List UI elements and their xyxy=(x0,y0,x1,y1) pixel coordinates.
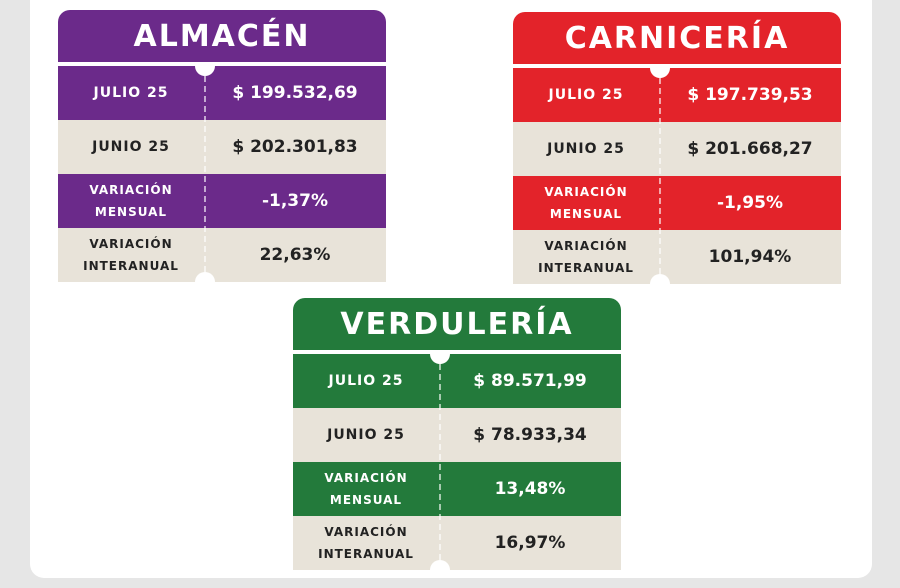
dashed-divider xyxy=(659,68,661,284)
table-row: VARIACIÓN INTERANUAL 22,63% xyxy=(58,228,386,282)
row-value: 13,48% xyxy=(494,479,566,499)
table-row: JULIO 25 $ 89.571,99 xyxy=(293,354,621,408)
row-label: JULIO 25 xyxy=(548,87,624,103)
row-label: VARIACIÓN MENSUAL xyxy=(89,183,173,219)
row-value: $ 202.301,83 xyxy=(232,137,358,157)
row-label: JUNIO 25 xyxy=(92,139,170,155)
row-value: 16,97% xyxy=(494,533,566,553)
ticket-notch xyxy=(650,274,670,284)
row-value: -1,37% xyxy=(261,191,329,211)
table-row: VARIACIÓN MENSUAL -1,95% xyxy=(513,176,841,230)
row-value: -1,95% xyxy=(716,193,784,213)
table-row: JULIO 25 $ 199.532,69 xyxy=(58,66,386,120)
dashed-divider xyxy=(204,66,206,282)
table-row: VARIACIÓN MENSUAL -1,37% xyxy=(58,174,386,228)
row-label: VARIACIÓN MENSUAL xyxy=(544,185,628,221)
price-card-verduleria: VERDULERÍA JULIO 25 $ 89.571,99 JUNIO 25… xyxy=(293,298,621,570)
table-row: JUNIO 25 $ 201.668,27 xyxy=(513,122,841,176)
row-label: VARIACIÓN INTERANUAL xyxy=(538,239,634,275)
ticket-notch xyxy=(430,560,450,570)
row-label: VARIACIÓN INTERANUAL xyxy=(318,525,414,561)
row-value: $ 78.933,34 xyxy=(473,425,587,445)
row-value: $ 197.739,53 xyxy=(687,85,813,105)
row-label: JULIO 25 xyxy=(93,85,169,101)
table-row: JUNIO 25 $ 202.301,83 xyxy=(58,120,386,174)
card-title: VERDULERÍA xyxy=(293,298,621,350)
row-label: JUNIO 25 xyxy=(547,141,625,157)
card-title: ALMACÉN xyxy=(58,10,386,62)
price-card-almacen: ALMACÉN JULIO 25 $ 199.532,69 JUNIO 25 $… xyxy=(58,10,386,282)
card-title: CARNICERÍA xyxy=(513,12,841,64)
dashed-divider xyxy=(439,354,441,570)
ticket-notch xyxy=(195,66,215,76)
ticket-notch xyxy=(650,68,670,78)
table-row: JUNIO 25 $ 78.933,34 xyxy=(293,408,621,462)
ticket-notch xyxy=(195,272,215,282)
row-label: JUNIO 25 xyxy=(327,427,405,443)
ticket-notch xyxy=(430,354,450,364)
row-value: 22,63% xyxy=(259,245,331,265)
row-label: VARIACIÓN INTERANUAL xyxy=(83,237,179,273)
row-label: JULIO 25 xyxy=(328,373,404,389)
price-card-carniceria: CARNICERÍA JULIO 25 $ 197.739,53 JUNIO 2… xyxy=(513,12,841,284)
row-value: $ 199.532,69 xyxy=(232,83,358,103)
row-value: $ 201.668,27 xyxy=(687,139,813,159)
row-label: VARIACIÓN MENSUAL xyxy=(324,471,408,507)
row-value: $ 89.571,99 xyxy=(473,371,587,391)
table-row: VARIACIÓN INTERANUAL 101,94% xyxy=(513,230,841,284)
row-value: 101,94% xyxy=(708,247,792,267)
table-row: JULIO 25 $ 197.739,53 xyxy=(513,68,841,122)
table-row: VARIACIÓN MENSUAL 13,48% xyxy=(293,462,621,516)
table-row: VARIACIÓN INTERANUAL 16,97% xyxy=(293,516,621,570)
